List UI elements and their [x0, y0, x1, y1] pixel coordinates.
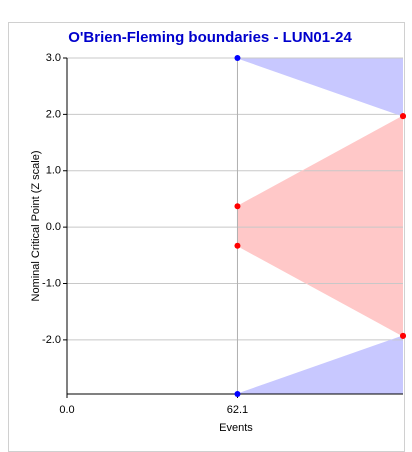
- y-tick-label: -1.0: [42, 277, 61, 289]
- y-tick-label: -2.0: [42, 334, 61, 346]
- y-tick-label: 2.0: [46, 108, 61, 120]
- boundary-point: [400, 332, 406, 339]
- x-tick-label: 0.0: [59, 404, 74, 416]
- boundary-line: [237, 115, 404, 207]
- x-axis-label: Events: [219, 422, 253, 434]
- y-tick-label: 0.0: [46, 221, 61, 233]
- boundary-line: [237, 57, 404, 117]
- y-axis-label: Nominal Critical Point (Z scale): [30, 151, 42, 302]
- x-tick-label: 62.1: [227, 404, 248, 416]
- boundary-point: [400, 113, 406, 120]
- y-tick-label: 1.0: [46, 165, 61, 177]
- y-tick-label: 3.0: [46, 52, 61, 64]
- chart-title: O'Brien-Fleming boundaries - LUN01-24: [68, 29, 352, 46]
- boundary-region: [237, 116, 403, 336]
- boundary-line: [237, 245, 404, 337]
- boundary-point: [234, 203, 241, 210]
- boundary-point: [234, 55, 241, 61]
- boundary-line: [237, 335, 404, 395]
- boundary-point: [234, 242, 241, 249]
- boundary-point: [234, 391, 241, 397]
